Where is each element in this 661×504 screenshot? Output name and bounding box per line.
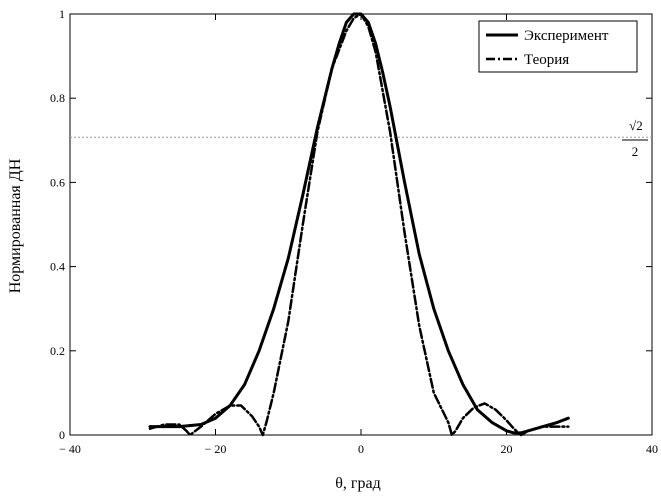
- y-tick-label: 0.4: [50, 260, 65, 274]
- y-tick-label: 1: [59, 7, 65, 21]
- series-layer: [148, 12, 570, 437]
- legend-box: [478, 20, 638, 73]
- plot-frame: [69, 13, 653, 436]
- x-tick-label: − 40: [59, 442, 81, 456]
- legend-label-experiment: Эксперимент: [524, 28, 609, 44]
- y-tick-label: 0: [59, 428, 65, 442]
- reference-label-numerator: √2: [629, 118, 643, 133]
- x-tick-label: 0: [358, 442, 364, 456]
- reference-label-denominator: 2: [632, 144, 639, 159]
- legend-label-theory: Теория: [524, 52, 569, 68]
- x-tick-labels: − 40 − 20 0 20 40: [59, 442, 658, 456]
- series-line-experiment: [148, 12, 570, 435]
- y-tick-label: 0.2: [50, 344, 65, 358]
- reference-label: √2 2: [622, 118, 648, 159]
- y-tick-label: 0.6: [50, 175, 65, 189]
- y-axis-title: Нормированная ДН: [7, 158, 24, 293]
- axis-ticks: [69, 13, 653, 436]
- x-tick-label: 40: [646, 442, 658, 456]
- y-tick-labels: 0 0.2 0.4 0.6 0.8 1: [50, 7, 65, 442]
- x-axis-title: θ, град: [335, 475, 380, 492]
- legend: Эксперимент Теория: [478, 20, 638, 73]
- x-tick-label: − 20: [205, 442, 227, 456]
- y-tick-label: 0.8: [50, 91, 65, 105]
- x-tick-label: 20: [501, 442, 513, 456]
- series-line-theory: [148, 12, 570, 437]
